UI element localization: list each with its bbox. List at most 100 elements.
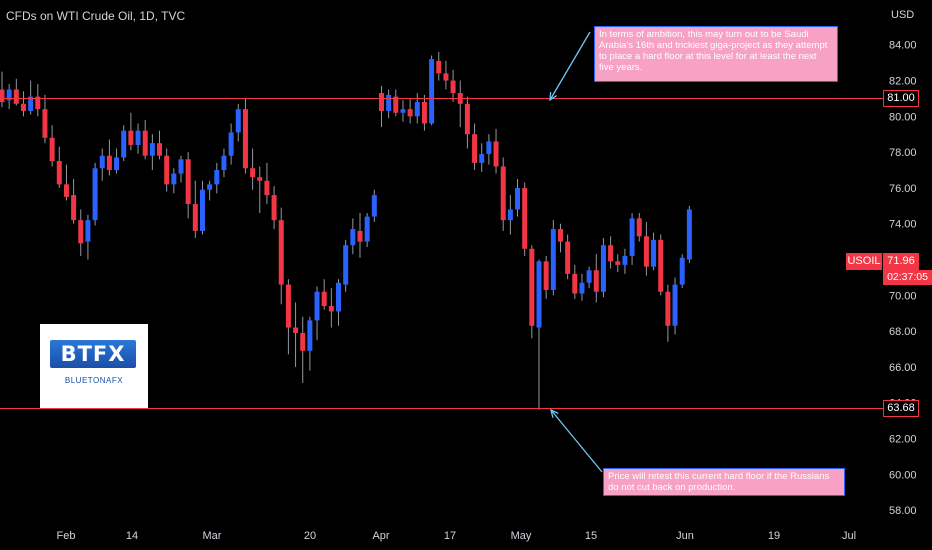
level-tag-lower[interactable]: 63.68 [883,400,919,417]
candle-body [85,220,90,241]
candle-body [157,143,162,156]
candle-body [136,131,141,145]
candle-body [615,261,620,265]
x-tick-label: Jun [676,530,694,542]
candle-body [164,156,169,185]
annotation-note-bottom[interactable]: Price will retest this current hard floo… [603,468,845,496]
broker-logo: BTFX BLUETONAFX [40,324,148,408]
candle-body [408,109,413,116]
price-currency: USD [891,9,914,21]
candle-body [114,158,119,171]
candle-body [451,81,456,94]
candle-body [200,190,205,231]
candle-body [472,134,477,163]
candle-body [365,217,370,242]
candle-body [243,109,248,168]
candle-body [236,109,241,132]
candle-body [322,292,327,306]
candle-body [594,270,599,291]
candle-body [71,195,76,220]
logo-mark: BTFX [50,340,136,368]
y-tick-label: 60.00 [889,469,917,481]
y-tick-label: 76.00 [889,183,917,195]
candle-body [515,188,520,209]
candle-body [486,141,491,154]
candle-body [150,143,155,156]
candle-body [393,97,398,113]
candle-body [121,131,126,158]
candle-body [257,177,262,181]
candle-body [221,156,226,170]
candle-body [537,261,542,327]
logo-subtext: BLUETONAFX [40,376,148,385]
candle-body [637,218,642,236]
candle-body [64,184,69,197]
y-tick-label: 82.00 [889,76,917,88]
candle-body [100,156,105,169]
candle-body [193,204,198,231]
x-tick-label: 17 [444,530,456,542]
y-tick-label: 58.00 [889,505,917,517]
candle-body [587,270,592,283]
candle-body [250,168,255,177]
x-tick-label: Apr [372,530,389,542]
y-tick-label: 66.00 [889,362,917,374]
candle-body [422,102,427,123]
candle-body [479,154,484,163]
candle-body [651,240,656,267]
x-tick-label: Mar [203,530,222,542]
chart-title: CFDs on WTI Crude Oil, 1D, TVC [6,9,185,23]
candle-body [78,220,83,243]
candle-body [622,256,627,265]
candle-body [372,195,377,216]
candle-body [680,258,685,285]
candle-body [522,188,527,249]
candle-body [229,132,234,155]
x-tick-label: 19 [768,530,780,542]
candle-body [565,242,570,274]
y-tick-label: 70.00 [889,290,917,302]
candle-body [601,245,606,292]
x-tick-label: Jul [842,530,856,542]
candle-body [279,220,284,284]
bar-countdown: 02:37:05 [883,270,932,285]
candle-body [350,229,355,245]
candle-body [358,231,363,242]
level-tag-upper[interactable]: 81.00 [883,90,919,107]
candle-body [608,245,613,261]
y-tick-label: 68.00 [889,326,917,338]
time-axis: Feb 14 Mar 20 Apr 17 May 15 Jun 19 Jul [57,530,857,542]
candle-body [644,236,649,266]
annotation-arrow [550,32,590,100]
candle-body [179,159,184,173]
x-tick-label: Feb [57,530,76,542]
candle-body [673,285,678,326]
candle-body [501,166,506,220]
candle-body [307,320,312,350]
annotation-arrow [551,410,602,472]
candle-body [465,104,470,134]
annotation-note-top[interactable]: In terms of ambition, this may turn out … [594,26,838,82]
candle-body [21,104,26,111]
y-tick-label: 62.00 [889,434,917,446]
candle-body [494,141,499,166]
candle-body [293,328,298,333]
symbol-tag: USOIL [846,253,882,270]
candle-body [386,95,391,111]
candle-body [128,131,133,145]
y-tick-label: 78.00 [889,147,917,159]
x-tick-label: May [511,530,532,542]
candle-body [436,61,441,74]
candle-body [572,274,577,294]
candle-body [107,156,112,170]
x-tick-label: 15 [585,530,597,542]
candle-body [551,229,556,290]
x-tick-label: 14 [126,530,138,542]
candle-body [14,89,19,103]
candle-body [57,161,62,184]
candle-body [50,138,55,161]
candle-body [336,283,341,312]
candle-body [300,333,305,351]
candle-body [429,59,434,123]
candle-body [329,306,334,311]
